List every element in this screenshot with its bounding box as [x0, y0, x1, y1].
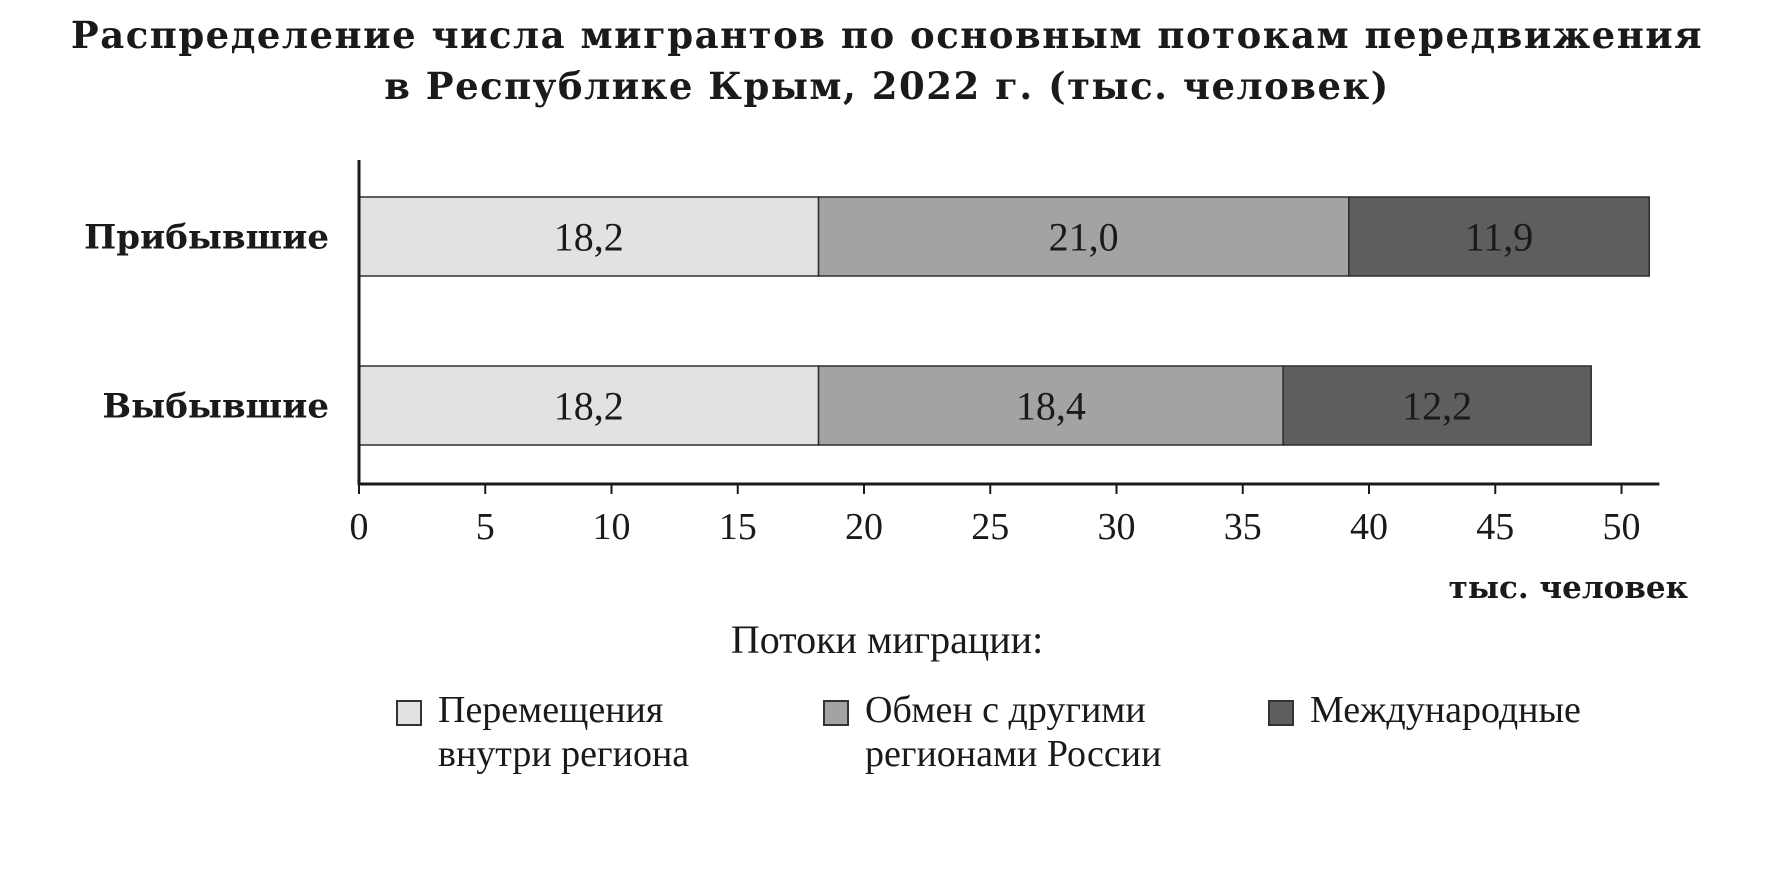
legend: Перемещения внутри региона Обмен с други…: [0, 688, 1774, 798]
x-tick-label-0: 0: [350, 506, 369, 548]
legend-item-international: Международные: [1268, 688, 1581, 732]
data-label-0-2: 11,9: [1465, 215, 1534, 260]
axis-layer: 0 5 10 15 20 25 30 35 40 45 50: [350, 160, 1660, 548]
bar-segment-0-2: [1348, 196, 1651, 277]
data-label-1-2: 12,2: [1402, 384, 1472, 429]
legend-label-interregional: Обмен с другими регионами России: [865, 689, 1162, 775]
bar-segment-1-1: [817, 365, 1284, 446]
x-tick-label-4: 20: [845, 506, 883, 548]
chart-title-line-2: в Республике Крым, 2022 г. (тыс. человек…: [384, 64, 1390, 108]
bars-layer: 18,2 21,0 11,9 Прибывшие 18,2 18,4 12,2 Выбывши…: [84, 196, 1651, 446]
category-label-0: Прибывшие: [84, 218, 329, 258]
data-label-0-1: 21,0: [1049, 215, 1119, 260]
legend-swatch-international: [1268, 700, 1294, 726]
legend-label-international: Международные: [1310, 689, 1581, 731]
data-label-0-0: 18,2: [554, 215, 624, 260]
legend-title: Потоки миграции:: [730, 617, 1044, 662]
x-tick-label-10: 50: [1603, 506, 1641, 548]
data-label-1-0: 18,2: [554, 384, 624, 429]
x-tick-label-6: 30: [1098, 506, 1136, 548]
x-tick-label-8: 40: [1350, 506, 1388, 548]
bar-chart: 18,2 21,0 11,9 Прибывшие 18,2 18,4 12,2 Выбывши…: [84, 160, 1689, 606]
data-label-1-1: 18,4: [1016, 384, 1086, 429]
bar-segment-1-2: [1282, 365, 1592, 446]
chart-title-line-1: Распределение числа мигрантов по основны…: [70, 13, 1704, 57]
category-label-1: Выбывшие: [102, 387, 329, 427]
legend-swatch-interregional: [823, 700, 849, 726]
x-tick-label-9: 45: [1476, 506, 1514, 548]
x-tick-label-1: 5: [476, 506, 495, 548]
legend-item-intraregional: Перемещения внутри региона: [396, 688, 689, 776]
x-tick-label-5: 25: [971, 506, 1009, 548]
x-axis-unit-label: тыс. человек: [1449, 570, 1689, 606]
x-tick-label-7: 35: [1224, 506, 1262, 548]
x-tick-label-2: 10: [593, 506, 631, 548]
bar-segment-1-0: [358, 365, 820, 446]
legend-label-intraregional: Перемещения внутри региона: [438, 689, 690, 775]
chart-title: Распределение числа мигрантов по основны…: [0, 10, 1774, 112]
bar-segment-0-0: [358, 196, 820, 277]
legend-swatch-intraregional: [396, 700, 422, 726]
x-tick-label-3: 15: [719, 506, 757, 548]
legend-item-interregional: Обмен с другими регионами России: [823, 688, 1161, 776]
